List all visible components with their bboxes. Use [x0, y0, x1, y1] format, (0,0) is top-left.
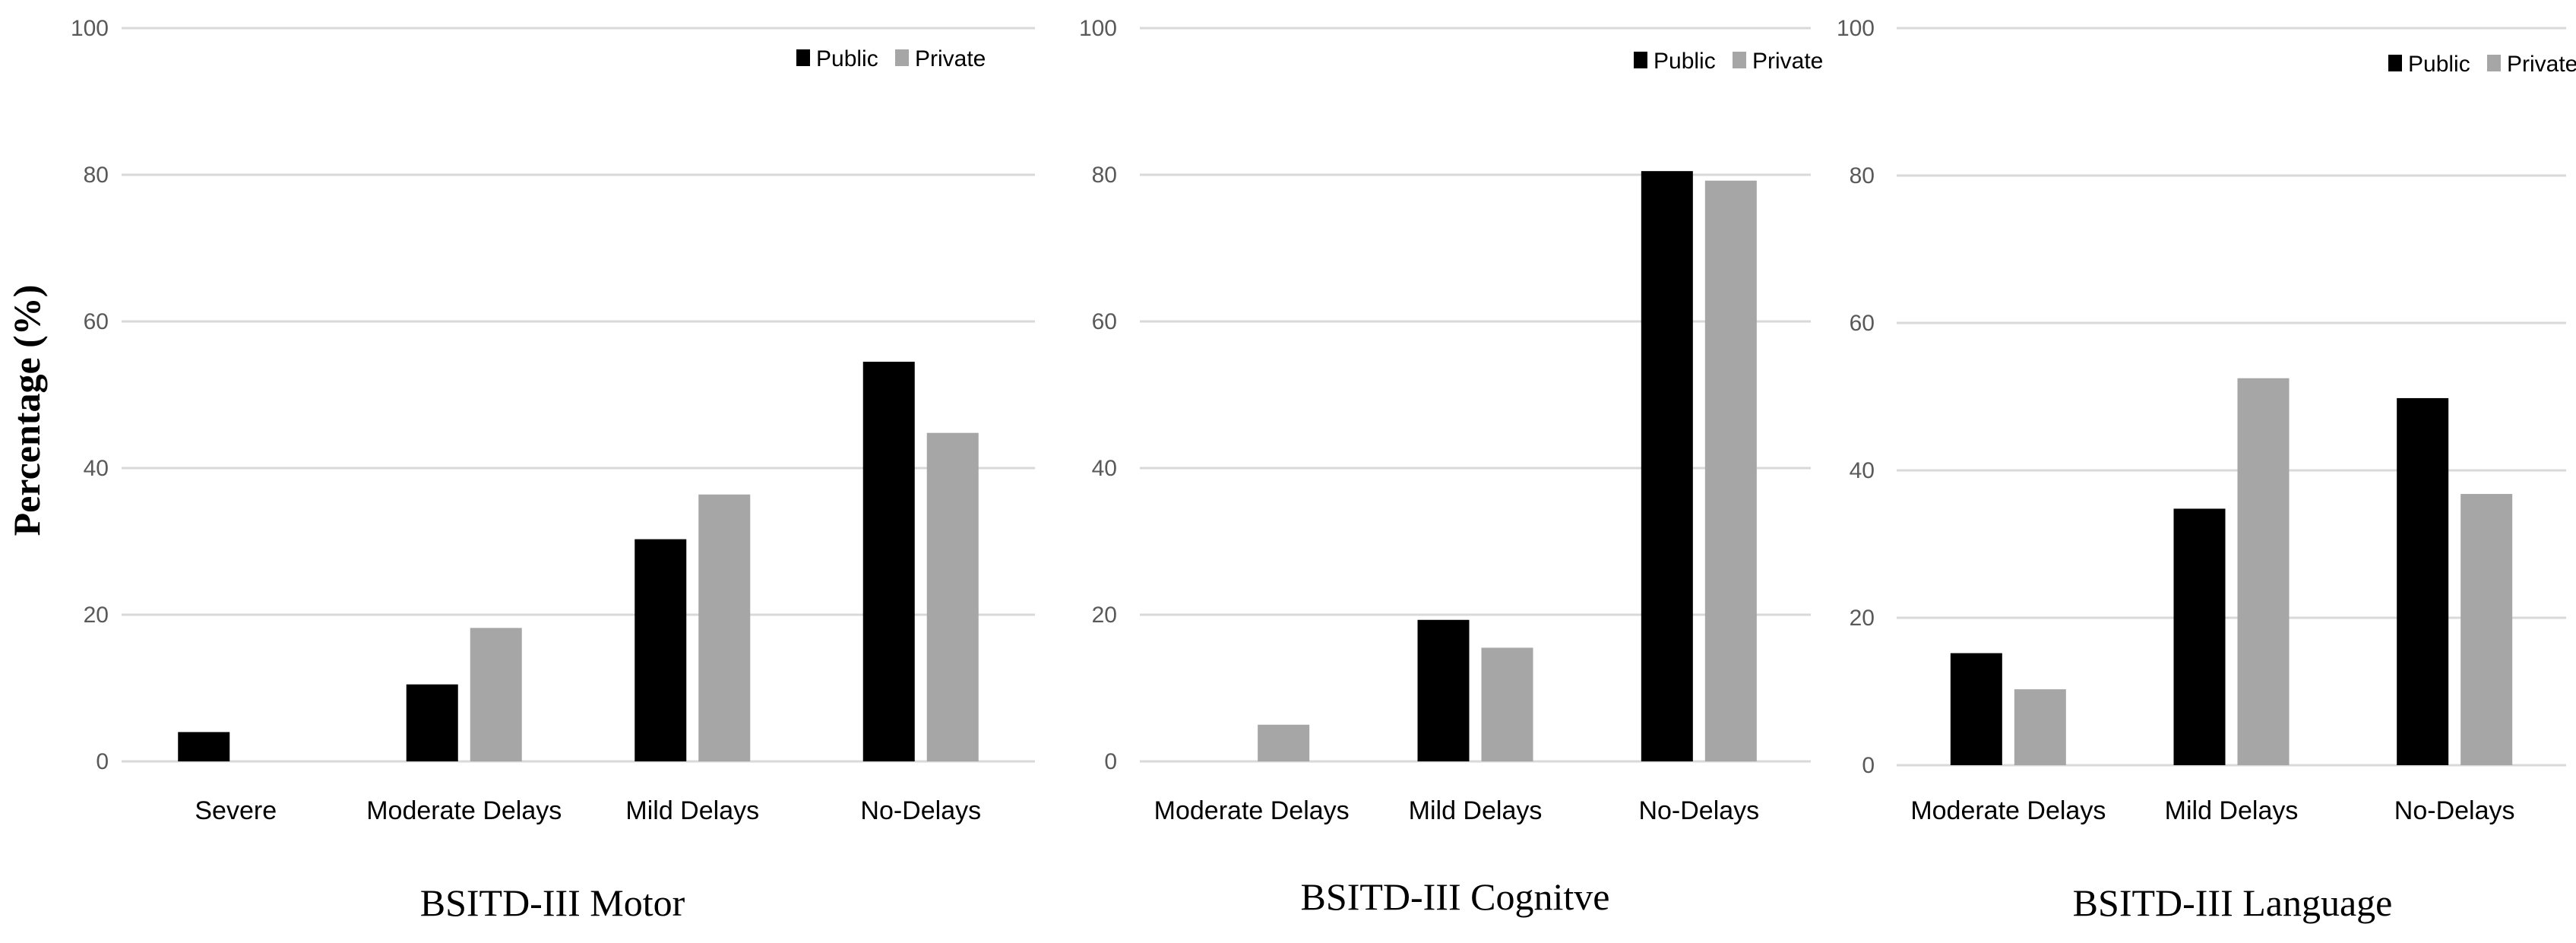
- bar-public-3: [1641, 171, 1693, 762]
- category-label: No-Delays: [2394, 796, 2515, 825]
- bar-public-1: [1950, 653, 2002, 765]
- legend-swatch-private: [895, 49, 909, 66]
- bar-public-2: [406, 684, 458, 761]
- y-tick-label: 0: [96, 749, 109, 774]
- bar-public-3: [2397, 397, 2449, 765]
- bar-public-3: [635, 539, 687, 761]
- y-tick-label: 40: [1092, 456, 1117, 481]
- legend: Public Private: [796, 46, 986, 71]
- bar-private-2: [1481, 647, 1533, 761]
- chart-panel-3: 0 20 40 60 80 100 Moderate Delays Mild Delays No…: [1837, 16, 2576, 924]
- legend-label-private: Private: [2507, 52, 2576, 77]
- legend-label-public: Public: [816, 46, 878, 71]
- y-tick-label: 40: [1850, 458, 1875, 483]
- category-label: No-Delays: [860, 796, 981, 825]
- category-label: Moderate Delays: [366, 796, 562, 825]
- category-label: Mild Delays: [1409, 796, 1543, 825]
- legend-label-private: Private: [1752, 49, 1823, 74]
- bar-private-2: [2237, 378, 2290, 765]
- y-tick-label: 0: [1104, 749, 1117, 774]
- y-tick-label: 80: [1092, 163, 1117, 188]
- chart-title: BSITD-III Language: [2073, 881, 2393, 924]
- category-label: Moderate Delays: [1910, 796, 2106, 825]
- category-label: No-Delays: [1638, 796, 1759, 825]
- bar-private-2: [470, 628, 522, 761]
- category-label: Moderate Delays: [1154, 796, 1350, 825]
- y-tick-label: 80: [1850, 163, 1875, 188]
- legend: Public Private: [1634, 49, 1823, 74]
- bar-private-4: [926, 432, 979, 761]
- y-tick-label: 100: [1837, 16, 1875, 41]
- bar-private-1: [2014, 689, 2066, 765]
- bar-private-1: [1258, 724, 1310, 761]
- y-tick-label: 60: [1850, 311, 1875, 336]
- chart-panel-2: 0 20 40 60 80 100 Moderate Delays Mild Delays No…: [1079, 16, 1823, 918]
- y-tick-label: 100: [71, 16, 109, 41]
- legend-swatch-public: [2388, 55, 2402, 71]
- category-label: Mild Delays: [625, 796, 759, 825]
- legend: Public Private: [2388, 52, 2576, 77]
- y-tick-label: 40: [84, 456, 109, 481]
- bar-private-3: [2460, 494, 2513, 765]
- bar-public-1: [178, 732, 230, 761]
- y-tick-label: 80: [84, 163, 109, 188]
- y-tick-label: 20: [84, 603, 109, 628]
- legend-label-private: Private: [915, 46, 986, 71]
- legend-swatch-public: [796, 49, 810, 66]
- y-axis-label: Percentage (%): [5, 285, 48, 536]
- y-tick-label: 20: [1850, 606, 1875, 631]
- chart-title: BSITD-III Motor: [420, 881, 685, 924]
- legend-swatch-private: [2487, 55, 2501, 71]
- y-tick-label: 100: [1079, 16, 1117, 41]
- category-label: Severe: [195, 796, 277, 825]
- legend-swatch-private: [1733, 52, 1746, 68]
- chart-panel-1: 0 20 40 60 80 100 Severe Moderate Delays Mild De…: [71, 16, 1035, 924]
- legend-label-public: Public: [2408, 52, 2470, 77]
- y-tick-label: 20: [1092, 603, 1117, 628]
- y-tick-label: 0: [1862, 753, 1875, 778]
- legend-label-public: Public: [1654, 49, 1716, 74]
- bar-private-3: [1704, 180, 1757, 762]
- y-tick-label: 60: [1092, 309, 1117, 334]
- chart-panels: 0 20 40 60 80 100 Severe Moderate Delays Mild De…: [71, 16, 2576, 924]
- y-tick-label: 60: [84, 309, 109, 334]
- chart-title: BSITD-III Cognitve: [1301, 875, 1610, 918]
- bar-public-2: [2173, 508, 2226, 765]
- category-label: Mild Delays: [2165, 796, 2299, 825]
- bar-public-4: [862, 362, 915, 761]
- bar-public-2: [1417, 619, 1470, 761]
- bar-private-3: [698, 494, 751, 761]
- legend-swatch-public: [1634, 52, 1647, 68]
